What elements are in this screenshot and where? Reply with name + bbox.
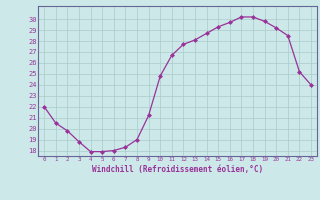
X-axis label: Windchill (Refroidissement éolien,°C): Windchill (Refroidissement éolien,°C) [92, 165, 263, 174]
